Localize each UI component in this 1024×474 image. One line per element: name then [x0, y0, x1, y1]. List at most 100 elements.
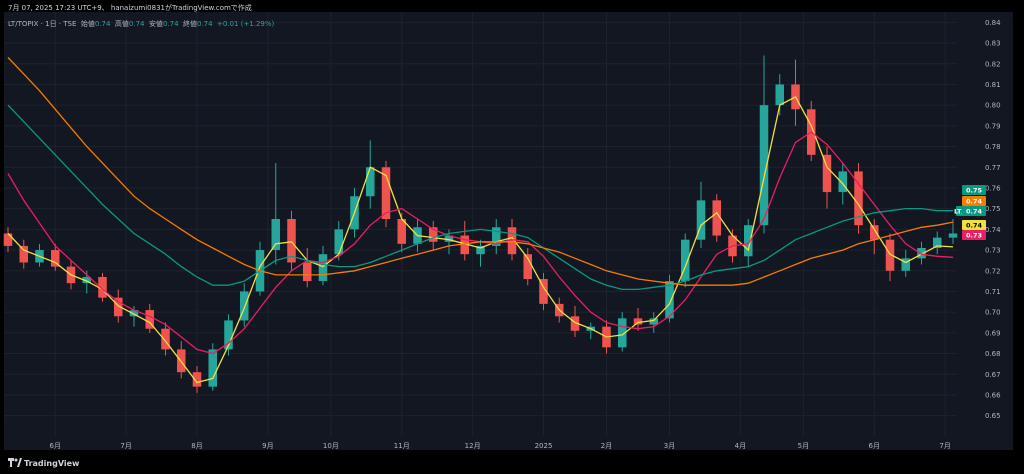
legend-close-label: 終値 [182, 20, 197, 28]
candle-body [885, 239, 895, 271]
candle-body [712, 200, 722, 236]
candle-body [192, 372, 202, 387]
time-tick-label: 3月 [664, 442, 675, 450]
price-tick-label: 0.77 [985, 164, 1001, 172]
candle-body [334, 229, 344, 255]
candle-body [365, 167, 375, 197]
price-tick-label: 0.66 [985, 391, 1001, 399]
legend-high-label: 高値 [114, 20, 129, 28]
candle-body [271, 219, 281, 251]
candle-body [539, 279, 548, 304]
time-tick-label: 12月 [465, 442, 481, 450]
time-tick-label: 5月 [798, 442, 809, 450]
price-tick-label: 0.80 [985, 102, 1001, 110]
price-badge [962, 196, 986, 206]
candle-body [633, 318, 643, 325]
candle-body [665, 281, 674, 319]
price-badge [962, 185, 986, 195]
brand-name: TradingView [24, 459, 80, 468]
candle-body [444, 235, 454, 242]
candle-body [397, 219, 407, 244]
candle-body [507, 227, 517, 255]
time-tick-label: 8月 [191, 442, 202, 450]
price-badge [962, 230, 986, 240]
candle-body [617, 318, 627, 348]
candle-body [476, 245, 485, 255]
candle-body [948, 233, 958, 238]
candle-body [3, 233, 13, 246]
price-tick-label: 0.68 [985, 350, 1001, 358]
candle-body [570, 316, 580, 331]
price-badge-label: 0.74 [966, 208, 983, 216]
price-tick-label: 0.74 [985, 226, 1001, 234]
candle-body [854, 171, 863, 226]
price-tick-label: 0.65 [985, 412, 1001, 420]
moving-average-line [7, 104, 953, 291]
price-tick-label: 0.70 [985, 309, 1001, 317]
time-tick-label: 6月 [50, 442, 61, 450]
candle-body [649, 318, 659, 325]
price-tick-label: 0.78 [985, 143, 1001, 151]
price-badge-label: 0.73 [966, 232, 982, 240]
time-tick-label: 2月 [601, 442, 612, 450]
candle-body [680, 239, 690, 282]
price-badge-label: 0.75 [966, 187, 983, 195]
price-badge-label: 0.74 [966, 222, 983, 230]
chart-attribution: 7月 07, 2025 17:23 UTC+9、 hanaizumi0831がT… [8, 4, 252, 12]
candle-body [822, 154, 832, 193]
candle-body [917, 247, 926, 259]
symbol-legend: LT/TOPIX · 1日 · TSE 始値0.74 高値0.74 安値0.74… [8, 19, 274, 29]
candle-body [208, 349, 218, 387]
price-tick-label: 0.82 [985, 60, 1001, 68]
price-badge [962, 220, 986, 230]
candle-body [129, 310, 139, 317]
candle-body [759, 105, 769, 226]
candle-body [113, 297, 123, 317]
candle-body [775, 84, 785, 106]
legend-close-value: 0.74 [196, 20, 213, 28]
price-tick-label: 0.81 [985, 81, 1001, 89]
candle-body [523, 254, 533, 280]
candle-body [145, 310, 155, 329]
price-badge-label: 0.74 [966, 198, 983, 206]
time-tick-label: 4月 [735, 442, 746, 450]
candle-body [302, 262, 312, 282]
legend-low-value: 0.74 [162, 20, 179, 28]
time-tick-label: 11月 [394, 442, 410, 450]
price-tick-label: 0.76 [985, 184, 1001, 192]
candle-body [743, 225, 753, 257]
legend-change: +0.01 (+1.29%) [217, 20, 275, 28]
candle-body [932, 237, 942, 248]
candle-body [224, 320, 233, 350]
time-tick-label: 7月 [120, 442, 131, 450]
price-tick-label: 0.72 [985, 267, 1001, 275]
candle-body [82, 276, 92, 284]
time-tick-label: 6月 [869, 442, 880, 450]
tradingview-logo-icon [8, 458, 22, 467]
moving-average-line [7, 57, 954, 286]
candle-body [19, 245, 29, 263]
candle-body [50, 250, 60, 267]
time-tick-label: 2025 [535, 442, 553, 450]
candle-body [318, 254, 328, 282]
price-tick-label: 0.71 [985, 288, 1001, 296]
candle-body [901, 258, 911, 271]
price-tick-label: 0.67 [985, 371, 1001, 379]
price-tick-label: 0.84 [985, 19, 1001, 27]
candle-body [696, 200, 706, 240]
legend-open-value: 0.74 [94, 20, 111, 28]
legend-open-label: 始値 [80, 20, 95, 28]
candle-body [381, 167, 391, 219]
candle-body [869, 225, 879, 240]
tradingview-brand[interactable]: TradingView [8, 458, 79, 468]
price-tick-label: 0.73 [985, 247, 1001, 255]
legend-low-label: 安値 [148, 20, 163, 28]
candle-body [838, 171, 848, 193]
moving-average-line [7, 96, 954, 384]
legend-symbol: LT/TOPIX · 1日 · TSE [8, 20, 77, 28]
legend-high-value: 0.74 [128, 20, 145, 28]
price-badge [962, 206, 986, 216]
time-tick-label: 7月 [939, 442, 950, 450]
